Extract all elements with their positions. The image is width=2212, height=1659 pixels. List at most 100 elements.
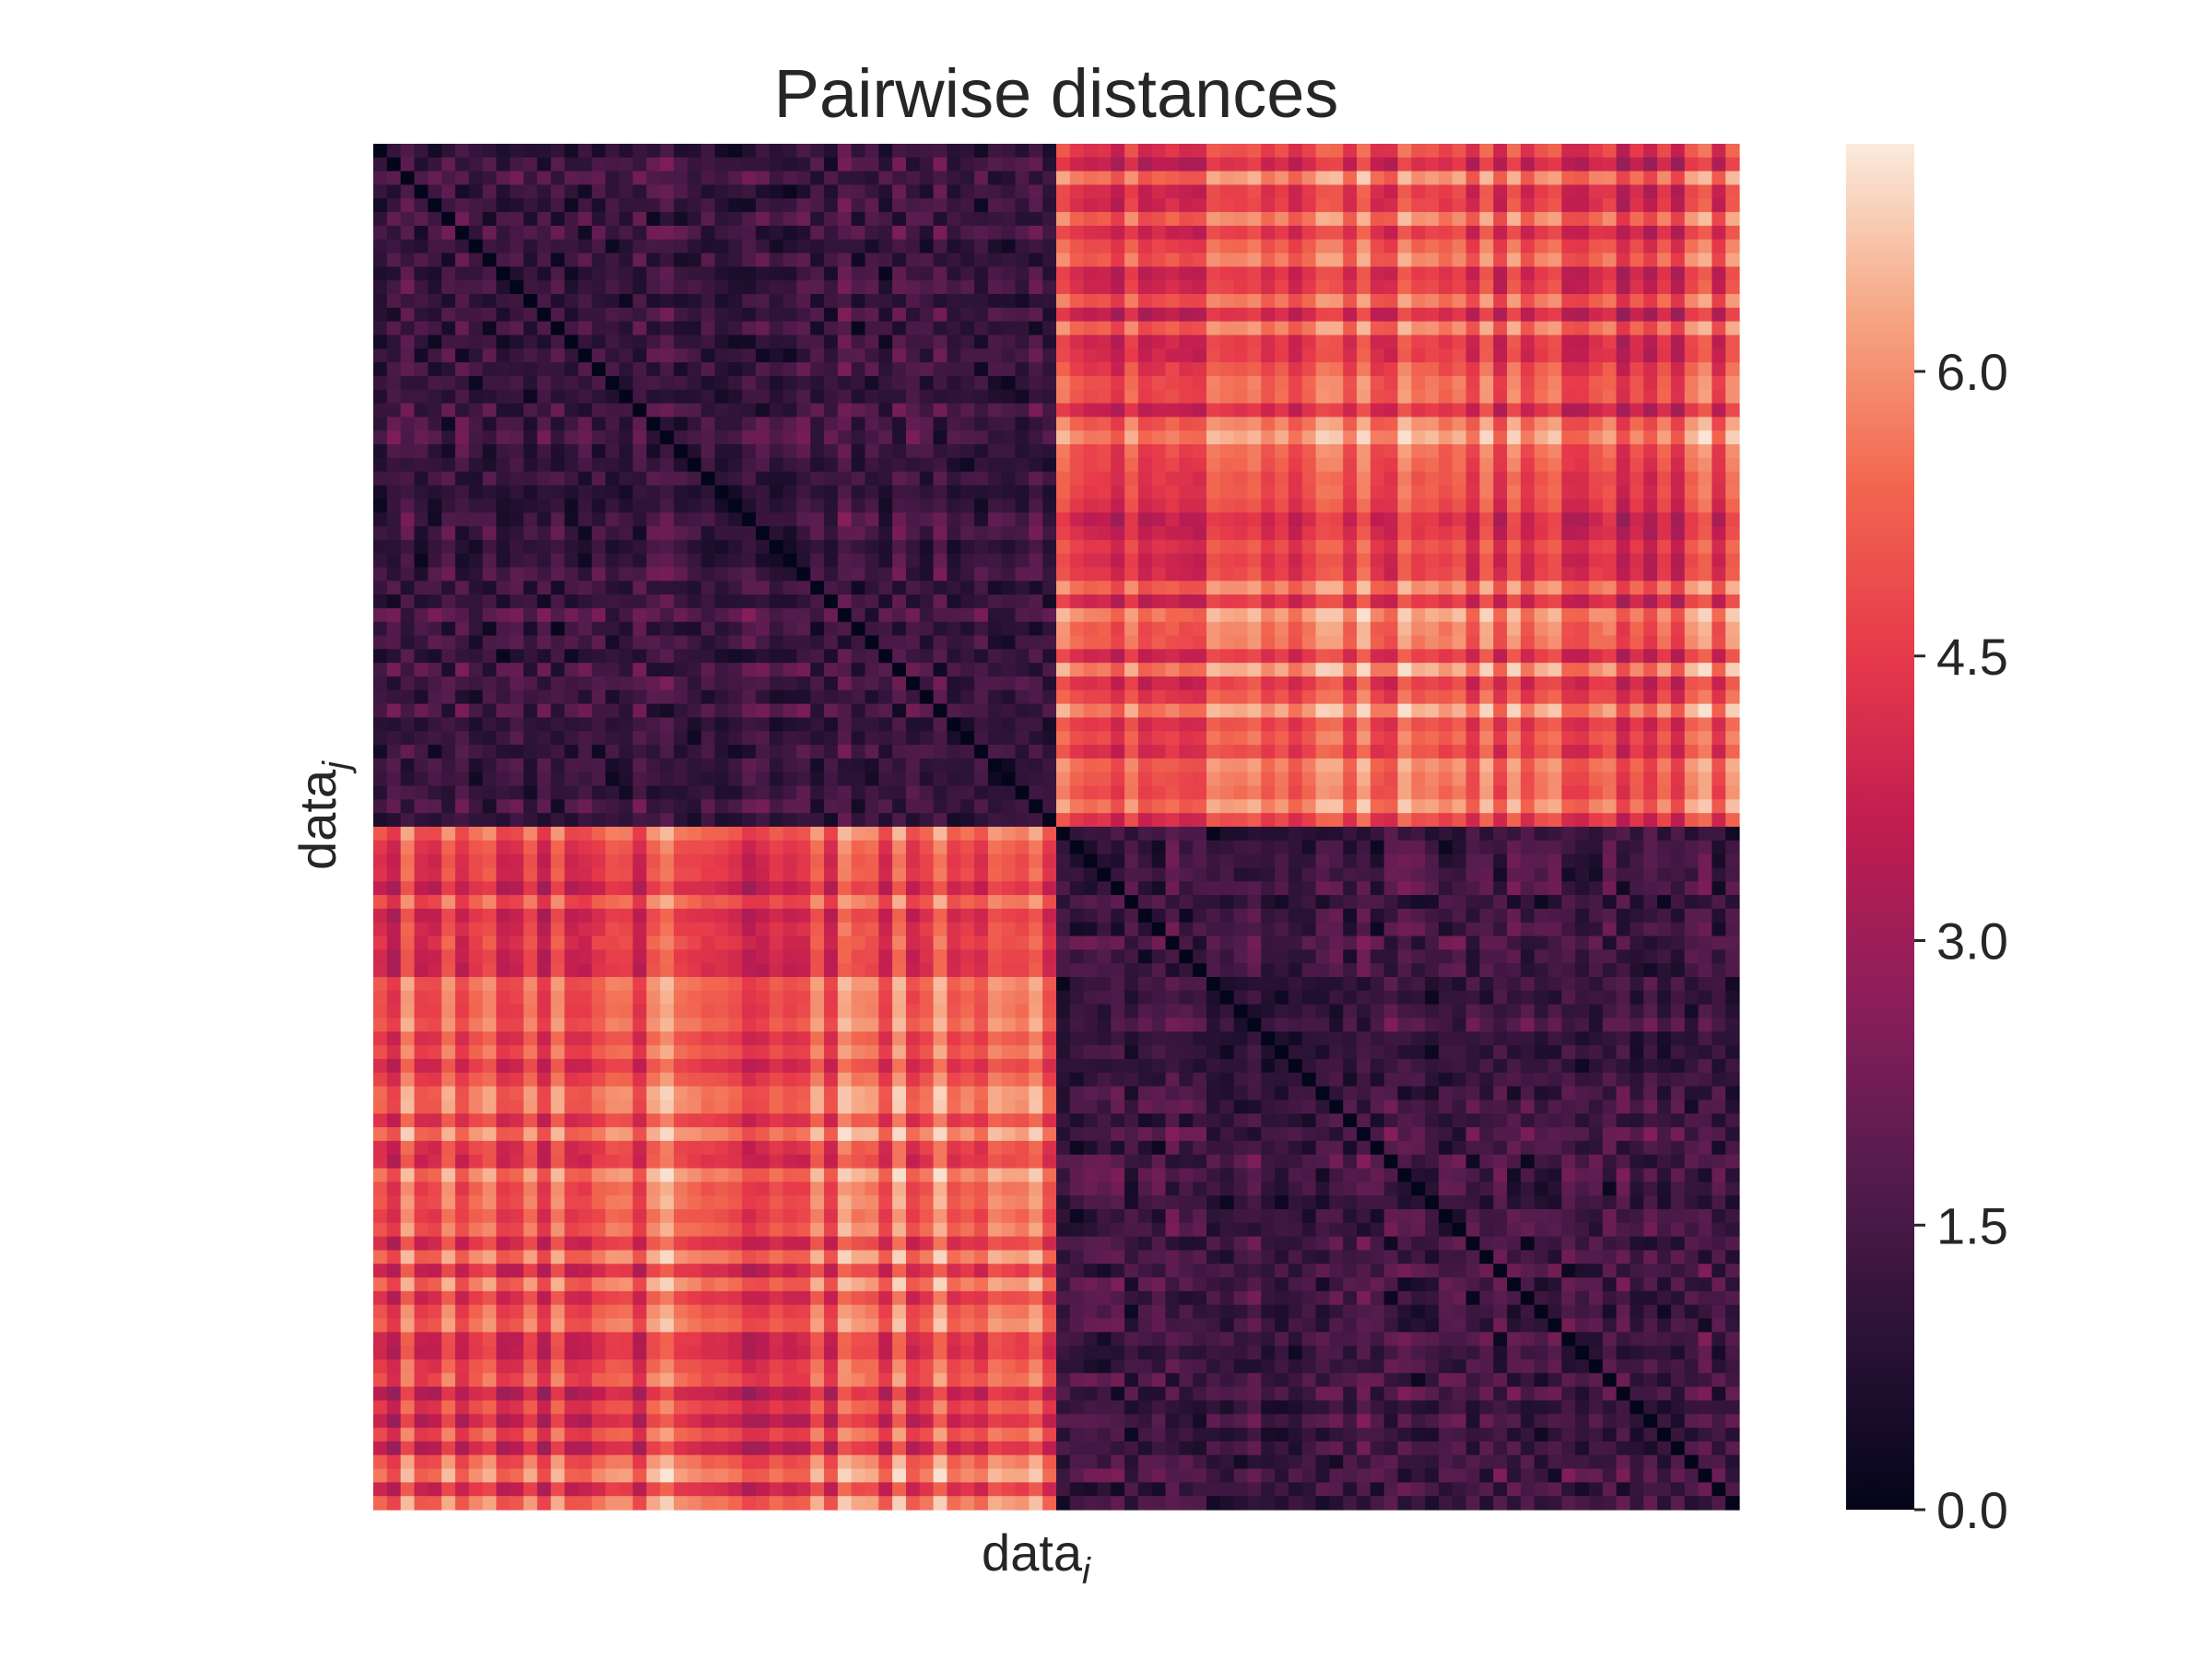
heatmap-cell xyxy=(687,430,702,445)
heatmap-cell xyxy=(1083,813,1099,828)
heatmap-cell xyxy=(933,184,948,199)
heatmap-cell xyxy=(892,225,907,241)
heatmap-cell xyxy=(1124,581,1139,595)
heatmap-cell xyxy=(1001,444,1017,459)
heatmap-cell xyxy=(892,239,907,254)
heatmap-cell xyxy=(1670,457,1686,473)
heatmap-cell xyxy=(837,239,853,254)
heatmap-cell xyxy=(1452,266,1467,281)
heatmap-cell xyxy=(947,581,961,595)
heatmap-cell xyxy=(824,689,839,705)
heatmap-cell xyxy=(564,717,579,732)
heatmap-cell xyxy=(1042,607,1057,623)
heatmap-cell xyxy=(933,198,948,213)
heatmap-cell xyxy=(373,321,388,336)
heatmap-cell xyxy=(1124,444,1139,459)
heatmap-cell xyxy=(810,485,825,500)
heatmap-cell xyxy=(728,525,743,541)
heatmap-cell xyxy=(1179,581,1194,595)
heatmap-cell xyxy=(1029,485,1043,500)
heatmap-cell xyxy=(933,417,948,431)
heatmap-cell xyxy=(1698,157,1712,172)
heatmap-cell xyxy=(1411,253,1426,267)
heatmap-cell xyxy=(1111,225,1125,241)
heatmap-cell xyxy=(687,799,702,814)
heatmap-cell xyxy=(441,157,456,172)
heatmap-cell xyxy=(769,184,784,199)
heatmap-cell xyxy=(1233,157,1249,172)
heatmap-cell xyxy=(428,499,442,513)
heatmap-cell xyxy=(1124,499,1139,513)
heatmap-cell xyxy=(482,389,497,405)
heatmap-cell xyxy=(1069,184,1085,199)
heatmap-cell xyxy=(1097,499,1112,513)
heatmap-cell xyxy=(1275,184,1289,199)
heatmap-cell xyxy=(1616,676,1631,691)
heatmap-cell xyxy=(782,144,798,159)
heatmap-cell xyxy=(1383,417,1399,431)
heatmap-cell xyxy=(1561,689,1576,705)
heatmap-cell xyxy=(1602,225,1618,241)
heatmap-cell xyxy=(524,594,538,609)
heatmap-cell xyxy=(674,253,688,267)
heatmap-cell xyxy=(1343,567,1358,582)
heatmap-cell xyxy=(837,335,853,349)
heatmap-cell xyxy=(892,799,907,814)
heatmap-cell xyxy=(728,444,743,459)
heatmap-cell xyxy=(700,771,716,787)
heatmap-cell xyxy=(1206,389,1221,405)
heatmap-cell xyxy=(1670,512,1686,527)
heatmap-cell xyxy=(1329,403,1344,418)
heatmap-cell xyxy=(1425,785,1440,800)
heatmap-cell xyxy=(1029,212,1043,227)
heatmap-cell xyxy=(1411,389,1426,405)
heatmap-cell xyxy=(1698,799,1712,814)
heatmap-cell xyxy=(851,266,866,281)
heatmap-cell xyxy=(1575,745,1590,759)
heatmap-cell xyxy=(878,621,893,637)
heatmap-cell xyxy=(1479,375,1494,391)
heatmap-cell xyxy=(742,635,757,650)
heatmap-cell xyxy=(933,594,948,609)
heatmap-cell xyxy=(1534,430,1549,445)
heatmap-cell xyxy=(386,485,402,500)
heatmap-cell xyxy=(1179,457,1194,473)
heatmap-cell xyxy=(1397,266,1412,281)
heatmap-cell xyxy=(1042,799,1057,814)
heatmap-cell xyxy=(386,444,402,459)
heatmap-cell xyxy=(1261,335,1276,349)
heatmap-cell xyxy=(742,689,757,705)
heatmap-cell xyxy=(1657,375,1672,391)
heatmap-cell xyxy=(796,689,811,705)
heatmap-cell xyxy=(1301,539,1317,555)
heatmap-cell xyxy=(1657,294,1672,309)
heatmap-cell xyxy=(1329,525,1344,541)
heatmap-cell xyxy=(769,239,784,254)
heatmap-cell xyxy=(1315,689,1330,705)
heatmap-cell xyxy=(1165,621,1180,637)
heatmap-cell xyxy=(1329,785,1344,800)
heatmap-cell xyxy=(1670,676,1686,691)
heatmap-cell xyxy=(1301,676,1317,691)
heatmap-cell xyxy=(1083,375,1099,391)
heatmap-cell xyxy=(454,375,470,391)
heatmap-cell xyxy=(1069,212,1085,227)
heatmap-cell xyxy=(646,212,661,227)
heatmap-cell xyxy=(386,607,402,623)
heatmap-cell xyxy=(810,389,825,405)
heatmap-cell xyxy=(1507,471,1522,487)
heatmap-cell xyxy=(454,525,470,541)
heatmap-cell xyxy=(769,444,784,459)
heatmap-cell xyxy=(987,157,1003,172)
heatmap-cell xyxy=(1001,621,1017,637)
heatmap-cell xyxy=(1547,663,1562,677)
heatmap-cell xyxy=(496,745,511,759)
heatmap-cell xyxy=(524,321,538,336)
heatmap-cell xyxy=(632,813,647,828)
heatmap-cell xyxy=(1534,553,1549,569)
heatmap-cell xyxy=(674,321,688,336)
heatmap-cell xyxy=(1657,417,1672,431)
heatmap-cell xyxy=(1301,335,1317,349)
heatmap-cell xyxy=(960,676,975,691)
heatmap-cell xyxy=(824,362,839,377)
